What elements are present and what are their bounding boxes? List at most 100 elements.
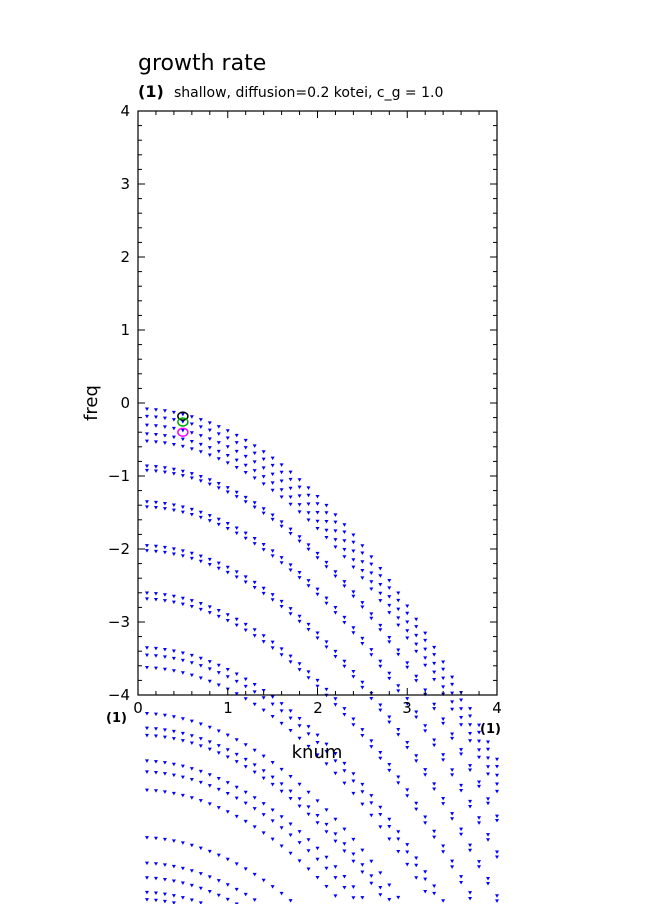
data-point	[261, 482, 266, 486]
data-point	[216, 776, 221, 781]
data-point	[315, 821, 320, 825]
data-point	[351, 558, 356, 562]
data-point	[315, 502, 320, 506]
data-point	[333, 832, 338, 836]
data-point	[252, 807, 257, 811]
data-point	[378, 703, 383, 708]
data-point	[450, 700, 455, 704]
data-point	[288, 716, 293, 721]
data-point	[279, 844, 284, 848]
data-point	[144, 733, 149, 738]
data-point	[180, 510, 185, 515]
data-point	[189, 843, 194, 848]
data-point	[459, 827, 464, 832]
data-point	[234, 692, 239, 696]
data-point	[171, 864, 176, 869]
data-point	[441, 721, 446, 726]
data-point	[252, 634, 257, 638]
data-point	[450, 682, 455, 687]
data-point	[369, 648, 374, 652]
data-point	[234, 490, 239, 495]
data-point	[153, 415, 158, 420]
data-point	[351, 565, 356, 570]
data-point	[423, 815, 428, 820]
data-point	[153, 424, 158, 428]
data-point	[288, 729, 293, 733]
data-point	[270, 640, 275, 645]
data-point	[459, 707, 464, 711]
data-point	[279, 767, 284, 772]
data-point	[342, 875, 347, 879]
data-point	[342, 886, 347, 890]
data-point	[369, 571, 374, 575]
data-point	[441, 667, 446, 672]
data-point	[396, 849, 401, 854]
data-point	[243, 446, 248, 450]
data-point	[486, 747, 491, 752]
data-point	[360, 576, 365, 580]
data-point	[315, 592, 320, 597]
data-point	[297, 503, 302, 507]
data-point	[369, 801, 374, 805]
data-point	[360, 734, 365, 738]
data-point	[225, 454, 230, 458]
data-point	[198, 607, 203, 612]
data-point	[243, 580, 248, 584]
data-point	[207, 849, 212, 854]
data-point	[441, 717, 446, 721]
data-point	[315, 799, 320, 803]
data-point	[297, 859, 302, 863]
data-point	[468, 714, 473, 718]
data-point	[225, 445, 230, 449]
data-point	[279, 556, 284, 560]
data-point	[207, 453, 212, 457]
data-point	[405, 843, 410, 847]
data-point	[225, 755, 230, 760]
data-point	[378, 664, 383, 669]
data-point	[369, 653, 374, 657]
data-point	[180, 658, 185, 663]
data-point	[189, 719, 194, 724]
data-point	[207, 421, 212, 425]
data-point	[333, 654, 338, 659]
data-point	[297, 478, 302, 482]
data-point	[153, 876, 158, 881]
data-point	[315, 631, 320, 635]
data-point	[270, 554, 275, 558]
data-point	[243, 463, 248, 468]
data-point	[198, 656, 203, 661]
data-point	[369, 813, 374, 818]
data-point	[189, 447, 194, 451]
data-point	[342, 621, 347, 625]
data-point	[432, 829, 437, 834]
data-point	[279, 789, 284, 794]
data-point	[342, 530, 347, 534]
y-tick-label: −3	[108, 613, 130, 631]
data-point	[306, 676, 311, 680]
data-point	[279, 647, 284, 651]
data-point	[315, 587, 320, 592]
data-point	[360, 636, 365, 641]
data-point	[450, 691, 455, 696]
data-point	[189, 767, 194, 771]
data-point	[153, 760, 158, 764]
y-tick-label: 0	[120, 394, 130, 412]
data-point	[153, 465, 158, 469]
data-point	[297, 576, 302, 580]
data-point	[153, 646, 158, 651]
data-point	[225, 897, 230, 902]
data-point	[198, 515, 203, 520]
data-point	[324, 884, 329, 889]
data-point	[243, 500, 248, 504]
data-point	[252, 702, 257, 707]
data-point	[171, 594, 176, 599]
data-point	[198, 510, 203, 515]
data-point	[468, 707, 473, 711]
data-point	[405, 746, 410, 750]
data-point	[342, 761, 347, 766]
data-point	[207, 667, 212, 671]
data-point	[297, 539, 302, 544]
data-point	[180, 866, 185, 871]
data-point	[495, 782, 499, 787]
data-point	[333, 703, 338, 707]
